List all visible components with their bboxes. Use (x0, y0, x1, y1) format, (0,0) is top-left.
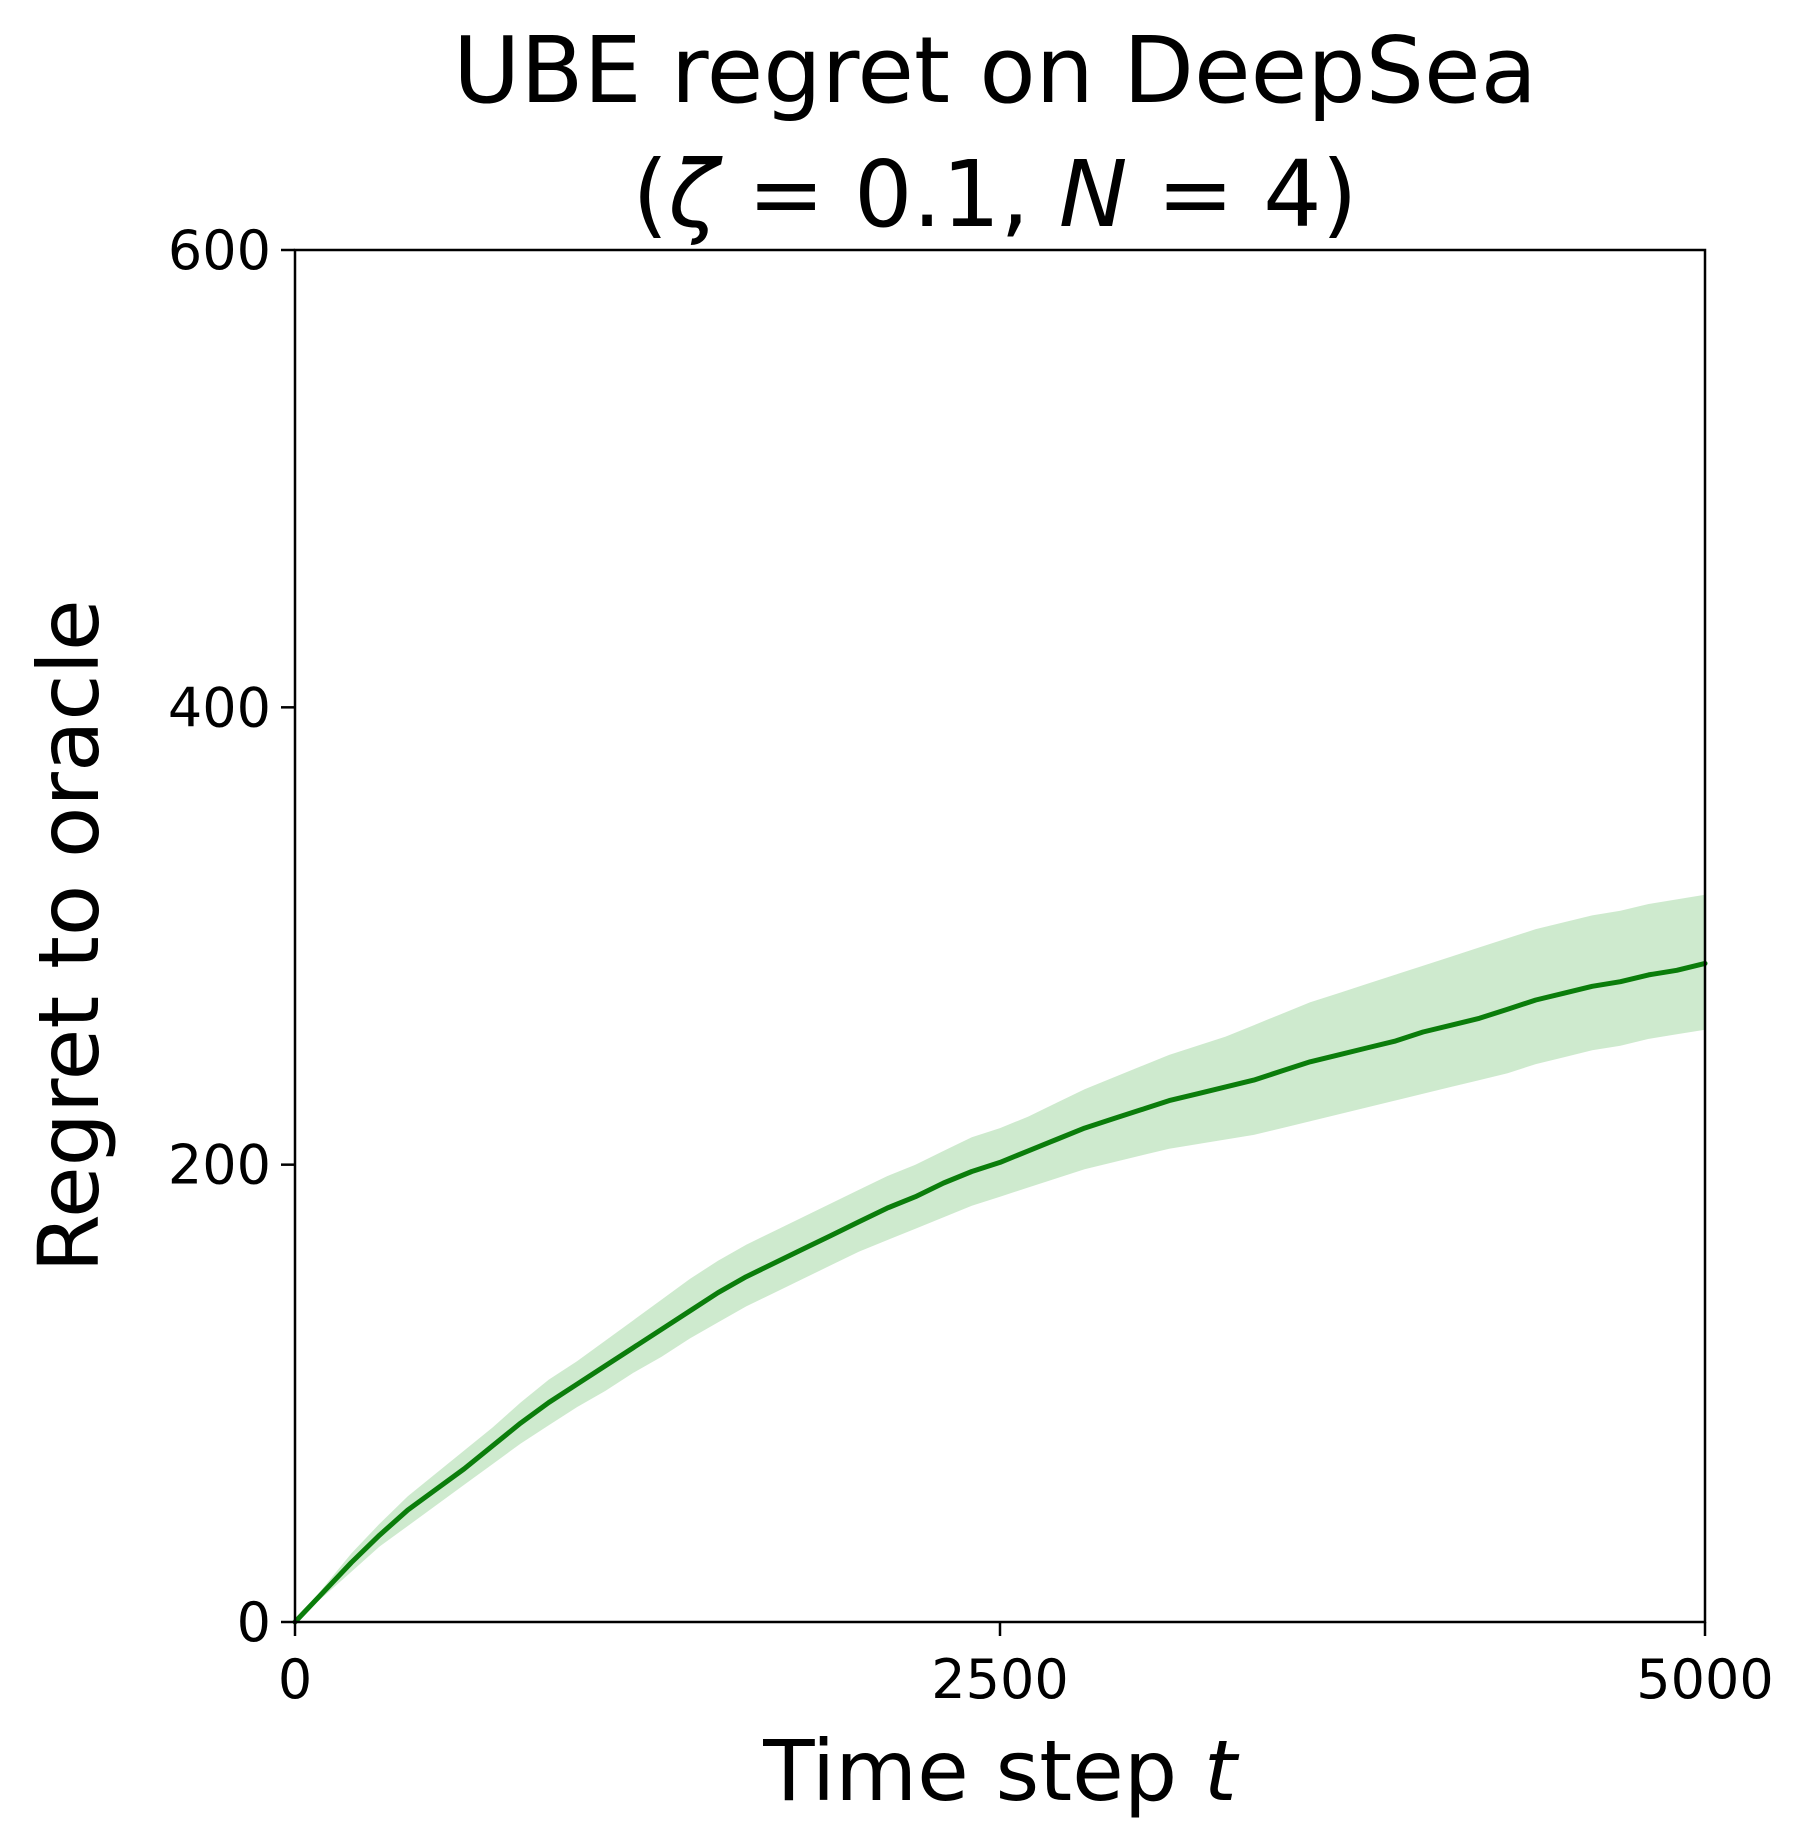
x-tick-label: 0 (278, 1648, 312, 1711)
x-axis-label: Time step t (762, 1722, 1240, 1820)
y-tick-label: 0 (237, 1591, 271, 1654)
x-axis-label-text: Time step (762, 1722, 1177, 1820)
title-zeta-value: = 0.1, (718, 141, 1058, 248)
title-open-paren: ( (632, 141, 668, 248)
x-tick-label: 2500 (931, 1648, 1068, 1711)
y-tick-label: 400 (168, 676, 271, 739)
chart-title-line2: (ζ = 0.1, N = 4) (632, 141, 1357, 248)
confidence-band (295, 894, 1705, 1622)
y-axis-label: Regret to oracle (20, 599, 118, 1272)
title-n-value: = 4) (1128, 141, 1358, 248)
axis-ticks: 0 2500 5000 0 200 400 600 (168, 219, 1774, 1711)
x-tick-label: 5000 (1636, 1648, 1773, 1711)
y-tick-label: 200 (168, 1134, 271, 1197)
x-axis-label-var: t (1204, 1722, 1240, 1820)
axes-frame (293, 248, 1707, 1624)
chart-title-line1: UBE regret on DeepSea (453, 17, 1537, 124)
series-line (292, 960, 1708, 1625)
title-n: N (1059, 141, 1128, 248)
title-zeta: ζ (667, 141, 723, 248)
y-tick-label: 600 (168, 219, 271, 282)
plot-area (292, 894, 1708, 1625)
